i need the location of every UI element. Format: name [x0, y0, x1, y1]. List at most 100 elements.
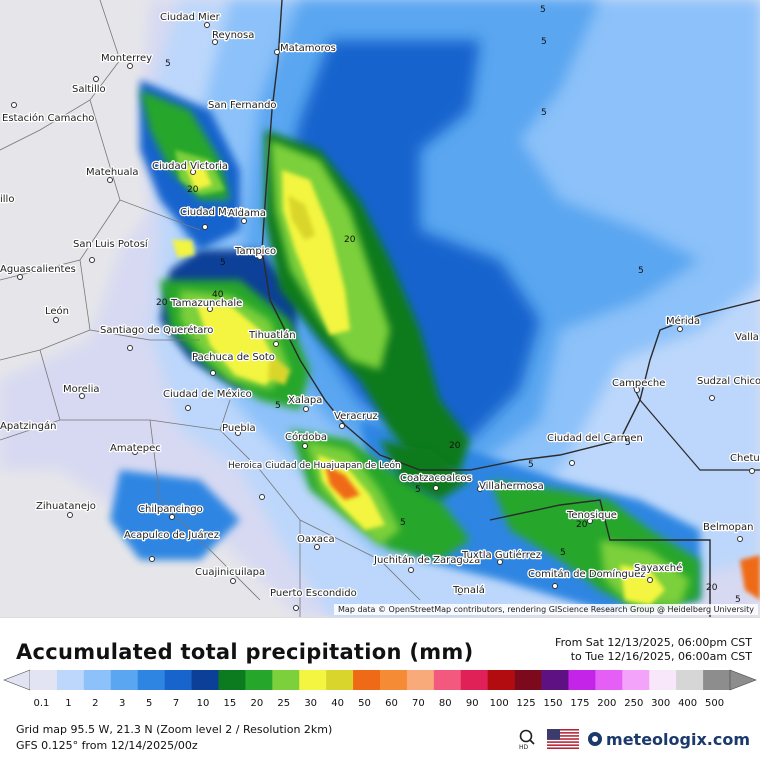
svg-text:Oaxaca: Oaxaca — [297, 534, 335, 545]
svg-text:Tamazunchale: Tamazunchale — [170, 298, 242, 309]
svg-text:5: 5 — [400, 518, 406, 528]
svg-text:Monterrey: Monterrey — [101, 53, 152, 64]
svg-text:40: 40 — [212, 290, 224, 300]
svg-text:5: 5 — [541, 108, 547, 118]
scale-swatch — [380, 670, 408, 690]
city-merida: Mérida — [665, 314, 701, 332]
svg-text:20: 20 — [449, 441, 461, 451]
range-to: to Tue 12/16/2025, 06:00am CST — [570, 650, 752, 663]
svg-text:5: 5 — [625, 438, 631, 448]
city-comitan: Comitán de Domínguez — [527, 567, 647, 589]
svg-text:5: 5 — [541, 37, 547, 47]
svg-text:Tenosique: Tenosique — [566, 510, 617, 521]
svg-text:Coatzacoalcos: Coatzacoalcos — [400, 473, 472, 484]
svg-text:illo: illo — [0, 194, 14, 205]
scale-swatch — [137, 670, 165, 690]
city-aguascalientes: Aguascalientes — [0, 263, 77, 280]
city-acapulco: Acapulco de Juárez — [123, 528, 220, 562]
color-scale-bar — [3, 669, 757, 691]
svg-text:5: 5 — [165, 59, 171, 69]
scale-tick-label: 125 — [516, 698, 536, 709]
scale-tick-label: 100 — [489, 698, 509, 709]
us-flag-icon[interactable] — [547, 729, 580, 749]
color-scale-ticks: 0.1 1 2 3 5 7 10 15 20 25 30 40 50 60 70 80 90 100 125 150 1… — [0, 698, 760, 712]
legend-title: Accumulated total precipitation (mm) — [16, 640, 474, 664]
brand-logo-icon — [588, 732, 603, 746]
scale-swatch — [433, 670, 462, 690]
svg-text:Matamoros: Matamoros — [280, 43, 336, 54]
scale-swatch — [676, 670, 704, 690]
scale-tick-label: 80 — [438, 698, 452, 709]
city-puebla: Puebla — [221, 422, 257, 436]
map-attribution: Map data © OpenStreetMap contributors, r… — [334, 604, 758, 615]
map-canvas[interactable]: Ciudad Mier Reynosa Matamoros Monterrey … — [0, 0, 760, 617]
city-chetu: Chetu — [729, 452, 760, 474]
scale-tick-label: 175 — [570, 698, 590, 709]
svg-text:Ciudad de México: Ciudad de México — [163, 388, 252, 400]
city-ciudad-del-carmen: Ciudad del Carmen — [546, 432, 644, 466]
svg-text:5: 5 — [735, 595, 741, 605]
svg-text:5: 5 — [415, 485, 421, 495]
svg-text:Chetu: Chetu — [730, 453, 760, 464]
svg-text:Aldama: Aldama — [228, 208, 266, 219]
brand-name: meteologix.com — [606, 729, 750, 749]
contour-labels: 5 5 5 5 5 5 5 5 5 5 5 5 20 20 20 20 20 2… — [156, 5, 741, 605]
svg-text:Tonalá: Tonalá — [452, 584, 485, 596]
range-from: From Sat 12/13/2025, 06:00pm CST — [555, 636, 752, 649]
city-campeche: Campeche — [611, 377, 667, 393]
scale-swatch — [83, 670, 112, 690]
city-oaxaca: Oaxaca — [296, 533, 336, 550]
scale-swatch — [460, 670, 488, 690]
svg-text:Ciudad Mante: Ciudad Mante — [180, 207, 249, 218]
city-leon: León — [44, 304, 70, 323]
scale-tick-label: 20 — [250, 698, 264, 709]
svg-text:Ciudad Mier: Ciudad Mier — [160, 12, 221, 23]
city-juchitan: Juchitán de Zaragoza — [372, 553, 482, 573]
svg-text:Tihuatlán: Tihuatlán — [248, 329, 296, 341]
scale-tick-label: 5 — [145, 698, 153, 709]
city-matehuala: Matehuala — [85, 166, 140, 183]
scale-swatch — [56, 670, 85, 690]
svg-text:Aguascalientes: Aguascalientes — [0, 264, 76, 275]
svg-text:Morelia: Morelia — [63, 384, 99, 395]
city-amatepec: Amatepec — [109, 442, 162, 456]
scale-swatch — [649, 670, 677, 690]
svg-text:Acapulco de Juárez: Acapulco de Juárez — [124, 529, 219, 541]
scale-tick-label: 250 — [624, 698, 644, 709]
city-saltillo: Saltillo — [71, 76, 107, 96]
city-ciudad-de-mexico: Ciudad de México — [162, 387, 253, 411]
brand-logo[interactable]: meteologix.com — [587, 730, 750, 749]
city-estacion-camacho: Estación Camacho — [1, 102, 96, 125]
svg-text:5: 5 — [528, 460, 534, 470]
svg-text:Villahermosa: Villahermosa — [479, 481, 544, 492]
scale-tick-label: 40 — [331, 698, 344, 709]
scale-tick-label: 30 — [304, 698, 318, 709]
svg-text:Sudzal Chico: Sudzal Chico — [697, 376, 760, 387]
svg-text:Estación Camacho: Estación Camacho — [2, 112, 94, 124]
city-matamoros: Matamoros — [274, 42, 337, 55]
city-morelia: Morelia — [62, 383, 101, 399]
scale-tick-label: 15 — [223, 698, 237, 709]
city-chilpancingo: Chilpancingo — [137, 503, 204, 520]
svg-text:Zihuatanejo: Zihuatanejo — [36, 501, 96, 512]
city-tenosique: Tenosique — [565, 509, 618, 524]
city-reynosa: Reynosa — [211, 29, 256, 45]
scale-tick-label: 90 — [465, 698, 479, 709]
svg-text:Ciudad del Carmen: Ciudad del Carmen — [547, 433, 643, 444]
scale-swatch — [406, 670, 435, 690]
svg-text:20: 20 — [187, 185, 199, 195]
city-san-fernando: San Fernando — [207, 99, 278, 113]
svg-text:Reynosa: Reynosa — [212, 30, 254, 41]
scale-swatch — [514, 670, 542, 690]
city-aldama: Aldama — [227, 207, 267, 224]
city-tampico: Tampico — [233, 245, 277, 260]
scale-tick-label: 1 — [65, 698, 72, 709]
precipitation-map[interactable]: Ciudad Mier Reynosa Matamoros Monterrey … — [0, 0, 760, 617]
scale-swatch — [622, 670, 650, 690]
scale-swatch — [30, 670, 58, 690]
scale-swatch — [326, 670, 354, 690]
svg-text:Xalapa: Xalapa — [288, 395, 322, 406]
hd-zoom-icon[interactable]: HD — [517, 728, 539, 750]
scale-swatch — [164, 670, 192, 690]
svg-text:Chilpancingo: Chilpancingo — [138, 504, 203, 515]
